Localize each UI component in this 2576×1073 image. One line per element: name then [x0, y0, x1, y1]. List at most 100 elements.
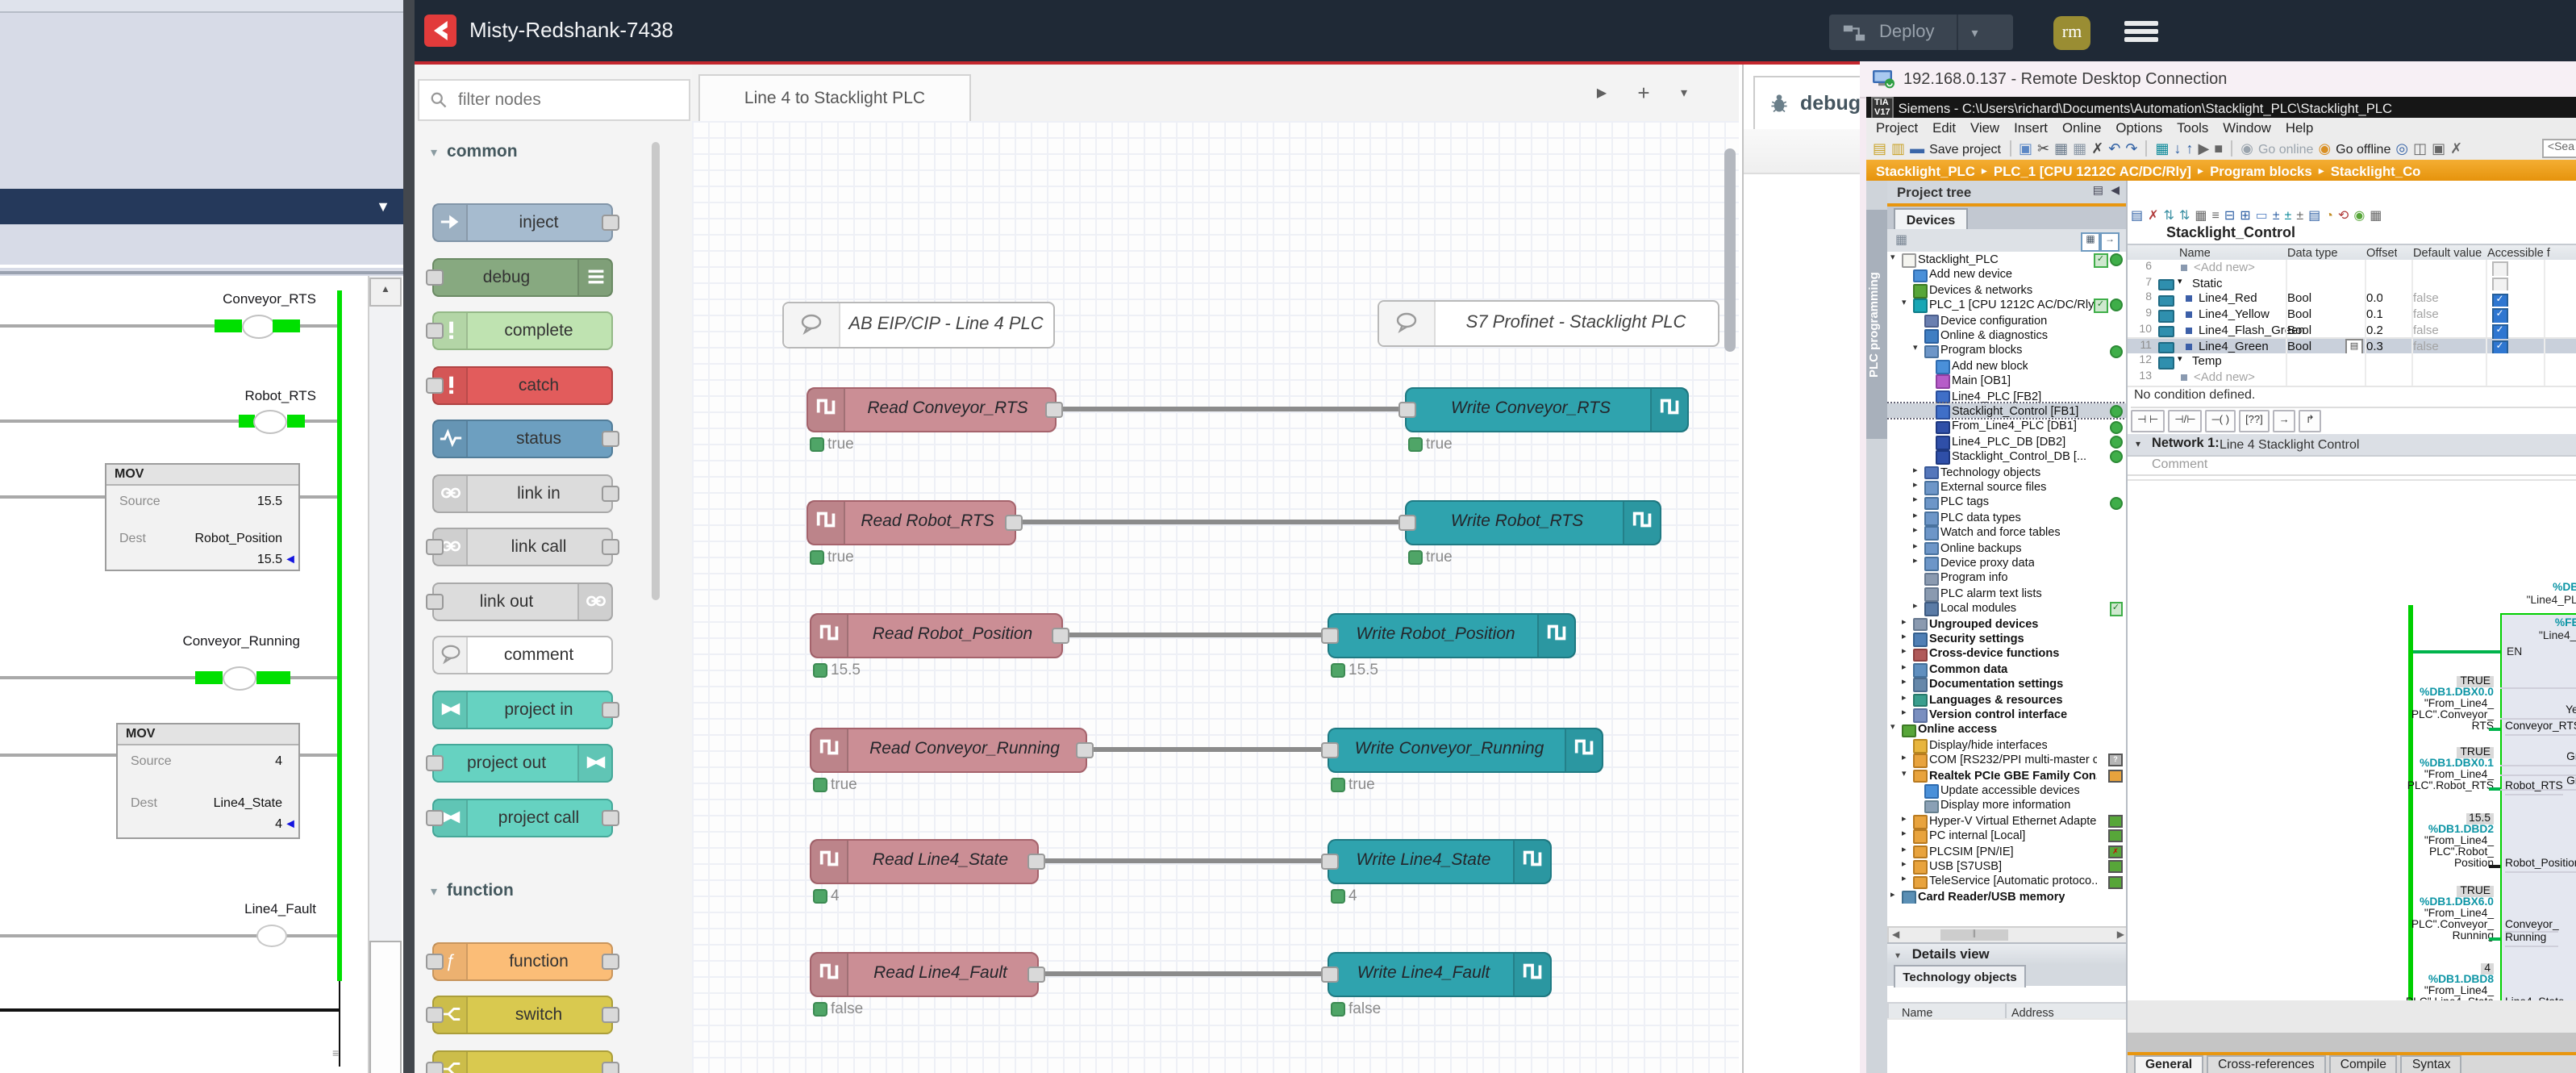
- var-name[interactable]: Line4_Yellow: [2199, 307, 2270, 322]
- mov-instruction[interactable]: MOV Source 4 Dest Line4_State 4 ◄: [116, 723, 300, 839]
- tree-item[interactable]: ▸Hyper-V Virtual Ethernet Adapter: [1887, 813, 2126, 829]
- write-node[interactable]: Write Line4_Fault: [1328, 952, 1552, 997]
- menu-edit[interactable]: Edit: [1932, 119, 1956, 136]
- col-datatype[interactable]: Data type: [2287, 245, 2337, 261]
- menu-options[interactable]: Options: [2115, 119, 2162, 136]
- network-collapse-icon[interactable]: ▾: [2136, 439, 2140, 450]
- refresh-icon[interactable]: ⟲: [2338, 208, 2349, 223]
- tree-item[interactable]: Display more information: [1887, 798, 2126, 813]
- input-port[interactable]: [1321, 854, 1339, 870]
- table-row[interactable]: 12▾Temp: [2128, 353, 2576, 370]
- tree-item[interactable]: PLC alarm text lists: [1887, 586, 2126, 601]
- window-icon[interactable]: ▣: [2432, 139, 2445, 158]
- tree-expander-icon[interactable]: ▸: [1913, 466, 1918, 475]
- palette-node-link-in[interactable]: link in: [432, 474, 613, 513]
- inspector-tab-syntax[interactable]: Syntax: [2401, 1054, 2462, 1073]
- read-node[interactable]: Read Line4_State: [810, 839, 1039, 884]
- delete-row-icon[interactable]: ✗: [2148, 208, 2158, 223]
- tree-item[interactable]: Online & diagnostics: [1887, 328, 2126, 343]
- output-port[interactable]: [602, 954, 619, 970]
- open-branch-icon[interactable]: →: [2273, 409, 2296, 432]
- output-port[interactable]: [1045, 402, 1063, 418]
- output-port[interactable]: [602, 431, 619, 447]
- input-port[interactable]: [426, 1062, 444, 1073]
- tree-expander-icon[interactable]: ▸: [1913, 526, 1918, 536]
- palette-node-project-out[interactable]: project out: [432, 744, 613, 783]
- tree-expander-icon[interactable]: ▾: [1902, 299, 1907, 308]
- input-port[interactable]: [426, 594, 444, 610]
- tree-expander-icon[interactable]: ▸: [1902, 860, 1907, 870]
- var-datatype[interactable]: Bool: [2287, 323, 2311, 338]
- output-port[interactable]: [1027, 854, 1045, 870]
- table-row[interactable]: 13<Add new>: [2128, 369, 2576, 386]
- start-cpu-icon[interactable]: ▶: [2199, 139, 2210, 158]
- operand[interactable]: 15.5%DB1.DBD2"From_Line4_PLC".Robot_Posi…: [2365, 812, 2494, 871]
- input-port[interactable]: [426, 323, 444, 339]
- tree-item[interactable]: ▸Watch and force tables: [1887, 524, 2126, 540]
- tree-expander-icon[interactable]: ▾: [1890, 253, 1895, 263]
- output-port[interactable]: [1027, 967, 1045, 983]
- tree-item[interactable]: ▸Languages & resources: [1887, 691, 2126, 707]
- tree-item[interactable]: ▸Ungrouped devices: [1887, 616, 2126, 631]
- coil-energized-segment[interactable]: [239, 415, 255, 428]
- tree-item[interactable]: Main [OB1]: [1887, 373, 2126, 388]
- output-port[interactable]: [1052, 628, 1069, 644]
- inspector-tab-cross-references[interactable]: Cross-references: [2207, 1054, 2326, 1073]
- tree-expander-icon[interactable]: ▸: [1902, 815, 1907, 825]
- palette-node-inject[interactable]: inject: [432, 203, 613, 242]
- tree-item[interactable]: Display/hide interfaces: [1887, 737, 2126, 753]
- technology-objects-tab[interactable]: Technology objects: [1894, 965, 2026, 987]
- ladder-collapsed-titlebar[interactable]: ▼: [0, 189, 403, 224]
- tree-expander-icon[interactable]: ▸: [1902, 633, 1907, 642]
- power-icon[interactable]: ◉: [2353, 208, 2365, 223]
- tree-expander-icon[interactable]: ▸: [1902, 845, 1907, 854]
- tree-item[interactable]: ▸Common data: [1887, 662, 2126, 677]
- coil-energized-segment[interactable]: [215, 319, 242, 332]
- tree-expander-icon[interactable]: ▸: [1902, 678, 1907, 687]
- contact-no-icon[interactable]: ⊣ ⊢: [2131, 409, 2165, 432]
- tree-expander-icon[interactable]: ▾: [1902, 769, 1907, 779]
- output-port[interactable]: [602, 1007, 619, 1023]
- tree-expander-icon[interactable]: ▸: [1902, 648, 1907, 658]
- operand[interactable]: TRUE%DB1.DBX6.0"From_Line4_PLC".Conveyor…: [2365, 885, 2494, 943]
- tree-item[interactable]: ▸Card Reader/USB memory: [1887, 889, 2126, 904]
- flow-tab[interactable]: Line 4 to Stacklight PLC: [698, 74, 971, 123]
- comment-icon[interactable]: ▭: [2256, 208, 2268, 223]
- tree-layout-icon[interactable]: ▦: [2081, 232, 2100, 251]
- tree-expander-icon[interactable]: ▸: [1902, 829, 1907, 839]
- col-name[interactable]: Name: [2179, 245, 2211, 261]
- window-split-icon[interactable]: ◫: [2413, 139, 2427, 158]
- redo-icon[interactable]: ↷: [2125, 139, 2137, 158]
- output-port[interactable]: [602, 702, 619, 718]
- tree-item[interactable]: Update accessible devices: [1887, 783, 2126, 798]
- palette-node-function[interactable]: ƒfunction: [432, 942, 613, 981]
- input-port[interactable]: [1398, 402, 1416, 418]
- pin-panel-icon[interactable]: ▤: [2093, 184, 2103, 197]
- open-project-icon[interactable]: ▥: [1891, 139, 1905, 158]
- tree-item[interactable]: ▸External source files: [1887, 479, 2126, 495]
- tree-item[interactable]: Devices & networks: [1887, 282, 2126, 298]
- tree-item[interactable]: ▸Security settings: [1887, 631, 2126, 646]
- expand-tabs-icon[interactable]: ▶: [1589, 81, 1615, 106]
- sort-desc-icon[interactable]: ⇅: [2179, 208, 2190, 223]
- input-port[interactable]: [1321, 628, 1339, 644]
- write-node[interactable]: Write Robot_Position: [1328, 613, 1576, 658]
- menu-insert[interactable]: Insert: [2014, 119, 2048, 136]
- input-port[interactable]: [426, 755, 444, 771]
- tree-item[interactable]: ▸Version control interface: [1887, 707, 2126, 722]
- tree-expander-icon[interactable]: ▸: [1913, 557, 1918, 566]
- inspector-tab-general[interactable]: General: [2134, 1054, 2203, 1073]
- col-accessible[interactable]: Accessible f: [2487, 245, 2550, 261]
- palette-node-link-out[interactable]: link out: [432, 582, 613, 621]
- tree-expander-icon[interactable]: ▸: [1902, 693, 1907, 703]
- write-node[interactable]: Write Conveyor_Running: [1328, 728, 1603, 773]
- output-coil[interactable]: [253, 410, 287, 434]
- palette-node-switch[interactable]: switch: [432, 996, 613, 1034]
- input-port[interactable]: [426, 269, 444, 286]
- read-node[interactable]: Read Line4_Fault: [810, 952, 1039, 997]
- palette-scrollbar[interactable]: [652, 142, 660, 600]
- tree-item[interactable]: ▸Online backups: [1887, 540, 2126, 555]
- coil-icon[interactable]: ─( ): [2206, 409, 2236, 432]
- fbd-network-canvas[interactable]: %DB2 "Line4_PLC_DB" %FB2 "Line4_PLC" EN …: [2128, 479, 2576, 1002]
- tree-view-icon[interactable]: ▦: [1895, 232, 1907, 246]
